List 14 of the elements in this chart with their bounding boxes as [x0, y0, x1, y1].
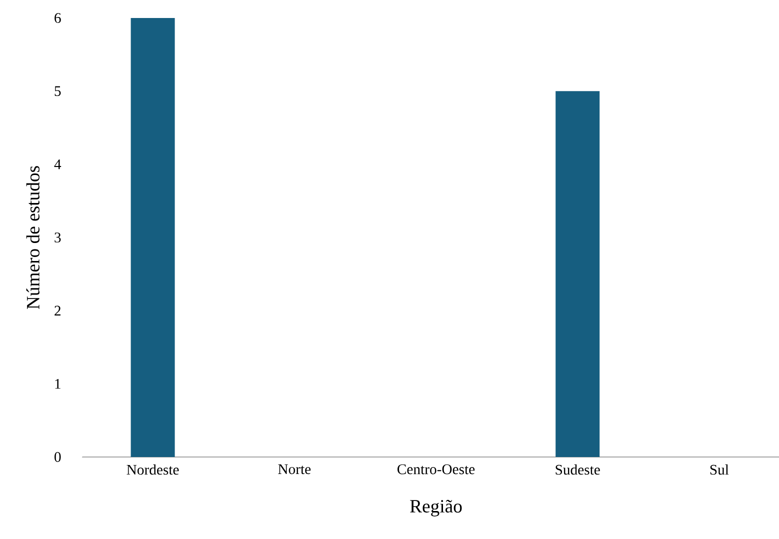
x-tick-label: Norte: [278, 464, 311, 474]
x-axis-title: Região: [410, 500, 462, 516]
y-tick-label: 3: [54, 232, 61, 242]
y-tick-label: 2: [54, 306, 60, 316]
y-tick-label: 1: [55, 378, 60, 389]
y-axis-title: Número de estudos: [26, 166, 40, 310]
y-tick-label: 5: [54, 86, 61, 96]
x-tick-label: Sul: [710, 464, 729, 475]
x-tick-label: Sudeste: [556, 464, 600, 475]
y-tick-label: 6: [54, 13, 61, 23]
y-tick-label: 0: [54, 452, 61, 462]
x-tick-label: Nordeste: [126, 464, 179, 475]
y-tick-label: 4: [54, 160, 62, 170]
x-tick-label: Centro-Oeste: [398, 464, 475, 474]
